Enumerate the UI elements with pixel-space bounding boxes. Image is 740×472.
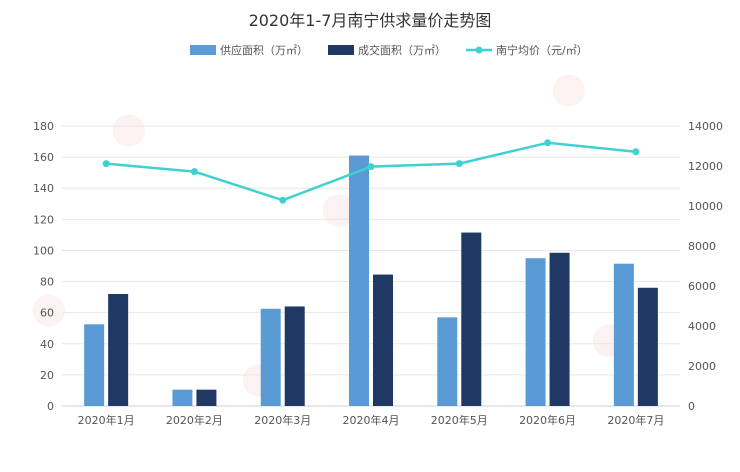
y-left-tick-label: 120 <box>33 213 54 226</box>
watermark-mark: ● <box>538 57 596 118</box>
legend-swatch-point <box>475 46 483 54</box>
chart-title: 2020年1-7月南宁供求量价走势图 <box>249 11 492 30</box>
price-point <box>455 160 463 168</box>
y-right-tick-label: 10000 <box>688 200 723 213</box>
bar-deal <box>373 274 393 406</box>
y-axis-left: 0 20 40 60 80 100 120 140 160 180 <box>33 120 54 413</box>
price-point <box>190 168 198 176</box>
y-right-tick-label: 14000 <box>688 120 723 133</box>
y-right-tick-label: 0 <box>688 400 695 413</box>
y-left-tick-label: 40 <box>40 338 54 351</box>
legend: 供应面积（万㎡） 成交面积（万㎡） 南宁均价（元/㎡） <box>190 43 588 57</box>
x-tick-label: 2020年7月 <box>607 413 664 427</box>
x-tick-label: 2020年5月 <box>431 413 488 427</box>
x-tick-label: 2020年6月 <box>519 413 576 427</box>
y-left-tick-label: 80 <box>40 276 54 289</box>
bar-supply <box>84 324 105 406</box>
bar-deal <box>284 306 305 406</box>
bar-deal <box>108 294 129 406</box>
x-tick-label: 2020年1月 <box>78 413 135 427</box>
legend-swatch-bar <box>328 45 354 55</box>
legend-label: 南宁均价（元/㎡） <box>496 43 588 57</box>
bar-supply <box>613 263 634 406</box>
price-point <box>544 139 552 147</box>
y-left-tick-label: 60 <box>40 307 54 320</box>
bar-deal <box>549 252 570 406</box>
price-point <box>632 148 640 156</box>
bar-supply <box>525 258 546 406</box>
y-left-tick-label: 20 <box>40 369 54 382</box>
y-left-tick-label: 0 <box>47 400 54 413</box>
x-tick-label: 2020年2月 <box>166 413 223 427</box>
gridlines <box>62 125 680 407</box>
watermark-mark: ● <box>98 97 156 158</box>
bar-deal <box>637 287 658 406</box>
legend-label: 供应面积（万㎡） <box>220 43 308 57</box>
y-right-tick-label: 2000 <box>688 360 716 373</box>
legend-label: 成交面积（万㎡） <box>358 43 446 57</box>
legend-swatch-bar <box>190 45 216 55</box>
bar-supply <box>172 389 193 406</box>
price-line-path <box>106 141 636 202</box>
y-left-tick-label: 160 <box>33 151 54 164</box>
x-tick-label: 2020年4月 <box>343 413 400 427</box>
x-axis: 2020年1月 2020年2月 2020年3月 2020年4月 2020年5月 2020年… <box>78 413 665 427</box>
price-line <box>102 139 640 204</box>
y-right-tick-label: 6000 <box>688 280 716 293</box>
price-point <box>367 163 375 171</box>
price-point <box>279 196 287 204</box>
y-left-tick-label: 100 <box>33 244 54 257</box>
y-right-tick-label: 4000 <box>688 320 716 333</box>
bar-deal <box>196 389 217 406</box>
x-tick-label: 2020年3月 <box>254 413 311 427</box>
bar-deal <box>461 232 482 406</box>
bars <box>84 155 658 406</box>
y-left-tick-label: 140 <box>33 182 54 195</box>
y-right-tick-label: 12000 <box>688 160 723 173</box>
price-point <box>102 160 110 168</box>
y-right-tick-label: 8000 <box>688 240 716 253</box>
y-left-tick-label: 180 <box>33 120 54 133</box>
bar-supply <box>260 308 281 406</box>
bar-supply <box>349 155 369 406</box>
y-axis-right: 0 2000 4000 6000 8000 10000 12000 14000 <box>688 120 723 413</box>
bar-supply <box>437 317 458 406</box>
